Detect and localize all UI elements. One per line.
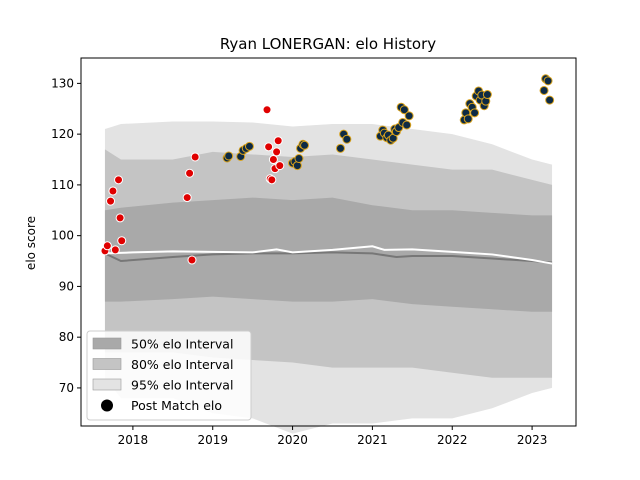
trend-line-1 xyxy=(104,251,553,264)
data-point xyxy=(185,168,195,178)
data-point xyxy=(115,213,125,223)
data-point xyxy=(470,108,480,118)
band-50 xyxy=(104,197,553,312)
y-tick-label: 70 xyxy=(59,381,74,395)
x-tick-label: 2022 xyxy=(437,433,468,447)
data-point xyxy=(267,175,277,185)
data-point xyxy=(539,85,549,95)
data-point xyxy=(224,151,234,161)
legend-marker xyxy=(101,399,113,412)
chart-title: Ryan LONERGAN: elo History xyxy=(220,35,436,53)
data-point xyxy=(117,236,127,246)
data-point xyxy=(108,186,118,196)
data-point xyxy=(264,142,274,152)
legend-swatch xyxy=(92,378,122,391)
y-tick-label: 120 xyxy=(51,127,74,141)
legend-label: 95% elo Interval xyxy=(131,378,233,393)
data-point xyxy=(463,114,473,124)
data-point xyxy=(273,136,283,146)
data-point xyxy=(342,134,352,144)
data-point xyxy=(399,105,409,115)
data-point xyxy=(543,76,553,86)
data-point xyxy=(114,175,124,185)
y-tick-label: 90 xyxy=(59,279,74,293)
x-tick-label: 2021 xyxy=(357,433,388,447)
trend-line-2 xyxy=(104,245,553,265)
x-tick-label: 2023 xyxy=(517,433,548,447)
data-point xyxy=(482,90,492,100)
data-point xyxy=(262,105,272,115)
legend-label: Post Match elo xyxy=(131,398,222,413)
data-point xyxy=(187,255,197,265)
y-tick-label: 110 xyxy=(51,178,74,192)
trend-lines xyxy=(104,245,553,265)
data-points xyxy=(100,74,555,265)
data-point xyxy=(545,95,555,105)
data-point xyxy=(182,193,192,203)
data-point xyxy=(272,147,282,157)
data-point xyxy=(402,120,412,130)
data-point xyxy=(106,196,116,206)
data-point xyxy=(300,140,310,150)
x-tick-label: 2019 xyxy=(197,433,228,447)
y-axis: 70 80 90 100 110 120 130 xyxy=(51,76,81,395)
y-tick-label: 100 xyxy=(51,229,74,243)
legend-label: 80% elo Interval xyxy=(131,357,233,372)
data-point xyxy=(102,241,112,251)
data-point xyxy=(294,154,304,164)
y-tick-label: 80 xyxy=(59,330,74,344)
y-axis-label: elo score xyxy=(24,216,38,270)
data-point xyxy=(110,245,120,255)
legend-swatch xyxy=(92,358,122,370)
data-point xyxy=(404,111,414,121)
data-point xyxy=(268,155,278,165)
plot-frame xyxy=(80,57,577,427)
y-tick-label: 130 xyxy=(51,76,74,90)
data-point xyxy=(244,141,254,151)
data-point xyxy=(275,161,285,171)
legend-box xyxy=(86,330,252,421)
legend-swatch xyxy=(92,337,122,350)
x-tick-label: 2018 xyxy=(118,433,149,447)
x-tick-label: 2020 xyxy=(277,433,308,447)
data-point xyxy=(190,152,200,162)
legend-label: 50% elo Interval xyxy=(131,337,233,352)
legend: 50% elo Interval 80% elo Interval 95% elo … xyxy=(86,330,252,421)
data-point xyxy=(335,143,345,153)
x-axis: 2018 2019 2020 2021 2022 2023 xyxy=(118,426,548,447)
